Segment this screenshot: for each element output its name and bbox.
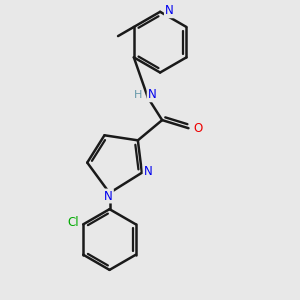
Text: Cl: Cl bbox=[67, 216, 79, 229]
Text: N: N bbox=[144, 165, 152, 178]
Text: O: O bbox=[193, 122, 202, 135]
Text: H: H bbox=[134, 90, 142, 100]
Text: N: N bbox=[148, 88, 156, 101]
Text: N: N bbox=[165, 4, 174, 17]
Text: N: N bbox=[104, 190, 113, 202]
